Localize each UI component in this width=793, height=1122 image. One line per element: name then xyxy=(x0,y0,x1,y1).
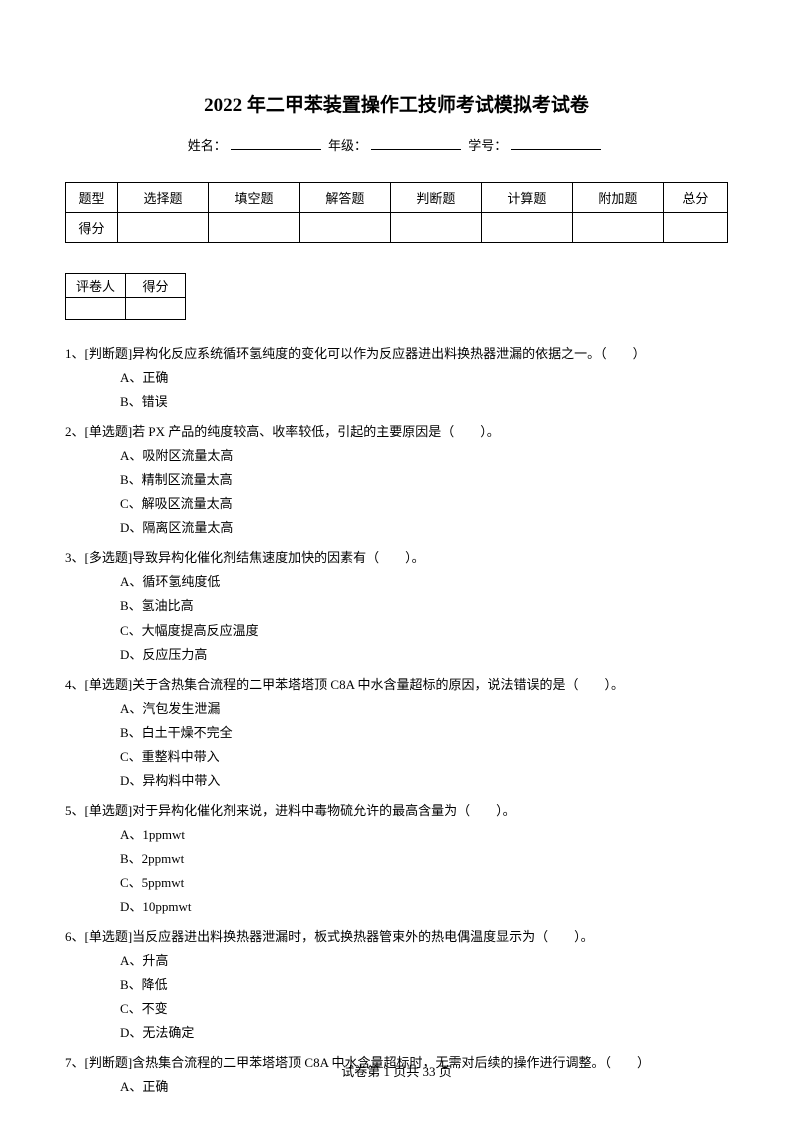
score-cell[interactable] xyxy=(663,213,727,243)
question-option: D、反应压力高 xyxy=(65,643,728,667)
id-label: 学号： xyxy=(468,138,507,153)
question-text: 2、[单选题]若 PX 产品的纯度较高、收率较低，引起的主要原因是（ ）。 xyxy=(65,420,728,444)
header-cell: 题型 xyxy=(66,183,118,213)
question-item: 4、[单选题]关于含热集合流程的二甲苯塔塔顶 C8A 中水含量超标的原因，说法错… xyxy=(65,673,728,793)
question-option: C、5ppmwt xyxy=(65,871,728,895)
question-option: C、重整料中带入 xyxy=(65,745,728,769)
question-option: C、解吸区流量太高 xyxy=(65,492,728,516)
question-option: B、2ppmwt xyxy=(65,847,728,871)
question-option: C、不变 xyxy=(65,997,728,1021)
grader-cell[interactable] xyxy=(126,298,186,320)
page-footer: 试卷第 1 页共 33 页 xyxy=(0,1061,793,1080)
score-cell[interactable] xyxy=(572,213,663,243)
grader-score-label: 得分 xyxy=(126,274,186,298)
header-cell: 总分 xyxy=(663,183,727,213)
question-option: D、隔离区流量太高 xyxy=(65,516,728,540)
question-item: 1、[判断题]异构化反应系统循环氢纯度的变化可以作为反应器进出料换热器泄漏的依据… xyxy=(65,342,728,414)
grader-cell[interactable] xyxy=(66,298,126,320)
id-blank[interactable] xyxy=(511,149,601,150)
question-option: B、降低 xyxy=(65,973,728,997)
grade-blank[interactable] xyxy=(371,149,461,150)
question-option: A、升高 xyxy=(65,949,728,973)
exam-title: 2022 年二甲苯装置操作工技师考试模拟考试卷 xyxy=(65,90,728,117)
question-option: C、大幅度提高反应温度 xyxy=(65,619,728,643)
info-line: 姓名： 年级： 学号： xyxy=(65,135,728,154)
row-label: 得分 xyxy=(66,213,118,243)
question-item: 3、[多选题]导致异构化催化剂结焦速度加快的因素有（ ）。A、循环氢纯度低B、氢… xyxy=(65,546,728,666)
question-text: 3、[多选题]导致异构化催化剂结焦速度加快的因素有（ ）。 xyxy=(65,546,728,570)
question-option: B、氢油比高 xyxy=(65,594,728,618)
question-option: B、错误 xyxy=(65,390,728,414)
question-option: D、异构料中带入 xyxy=(65,769,728,793)
grader-label: 评卷人 xyxy=(66,274,126,298)
table-row: 评卷人 得分 xyxy=(66,274,186,298)
grade-label: 年级： xyxy=(328,138,367,153)
name-label: 姓名： xyxy=(188,138,227,153)
score-cell[interactable] xyxy=(118,213,209,243)
grader-table: 评卷人 得分 xyxy=(65,273,186,320)
header-cell: 解答题 xyxy=(299,183,390,213)
score-cell[interactable] xyxy=(481,213,572,243)
questions-container: 1、[判断题]异构化反应系统循环氢纯度的变化可以作为反应器进出料换热器泄漏的依据… xyxy=(65,342,728,1099)
question-option: A、吸附区流量太高 xyxy=(65,444,728,468)
header-cell: 填空题 xyxy=(208,183,299,213)
question-option: B、精制区流量太高 xyxy=(65,468,728,492)
question-option: A、汽包发生泄漏 xyxy=(65,697,728,721)
question-text: 5、[单选题]对于异构化催化剂来说，进料中毒物硫允许的最高含量为（ ）。 xyxy=(65,799,728,823)
table-row: 题型 选择题 填空题 解答题 判断题 计算题 附加题 总分 xyxy=(66,183,728,213)
question-option: A、循环氢纯度低 xyxy=(65,570,728,594)
table-row xyxy=(66,298,186,320)
score-table: 题型 选择题 填空题 解答题 判断题 计算题 附加题 总分 得分 xyxy=(65,182,728,243)
header-cell: 计算题 xyxy=(481,183,572,213)
question-text: 4、[单选题]关于含热集合流程的二甲苯塔塔顶 C8A 中水含量超标的原因，说法错… xyxy=(65,673,728,697)
question-option: D、无法确定 xyxy=(65,1021,728,1045)
score-cell[interactable] xyxy=(390,213,481,243)
question-item: 6、[单选题]当反应器进出料换热器泄漏时，板式换热器管束外的热电偶温度显示为（ … xyxy=(65,925,728,1045)
header-cell: 附加题 xyxy=(572,183,663,213)
question-option: B、白土干燥不完全 xyxy=(65,721,728,745)
question-option: A、1ppmwt xyxy=(65,823,728,847)
score-cell[interactable] xyxy=(299,213,390,243)
question-option: A、正确 xyxy=(65,366,728,390)
name-blank[interactable] xyxy=(231,149,321,150)
header-cell: 判断题 xyxy=(390,183,481,213)
question-item: 2、[单选题]若 PX 产品的纯度较高、收率较低，引起的主要原因是（ ）。A、吸… xyxy=(65,420,728,540)
header-cell: 选择题 xyxy=(118,183,209,213)
question-item: 5、[单选题]对于异构化催化剂来说，进料中毒物硫允许的最高含量为（ ）。A、1p… xyxy=(65,799,728,919)
score-cell[interactable] xyxy=(208,213,299,243)
question-option: D、10ppmwt xyxy=(65,895,728,919)
question-text: 1、[判断题]异构化反应系统循环氢纯度的变化可以作为反应器进出料换热器泄漏的依据… xyxy=(65,342,728,366)
question-text: 6、[单选题]当反应器进出料换热器泄漏时，板式换热器管束外的热电偶温度显示为（ … xyxy=(65,925,728,949)
table-row: 得分 xyxy=(66,213,728,243)
